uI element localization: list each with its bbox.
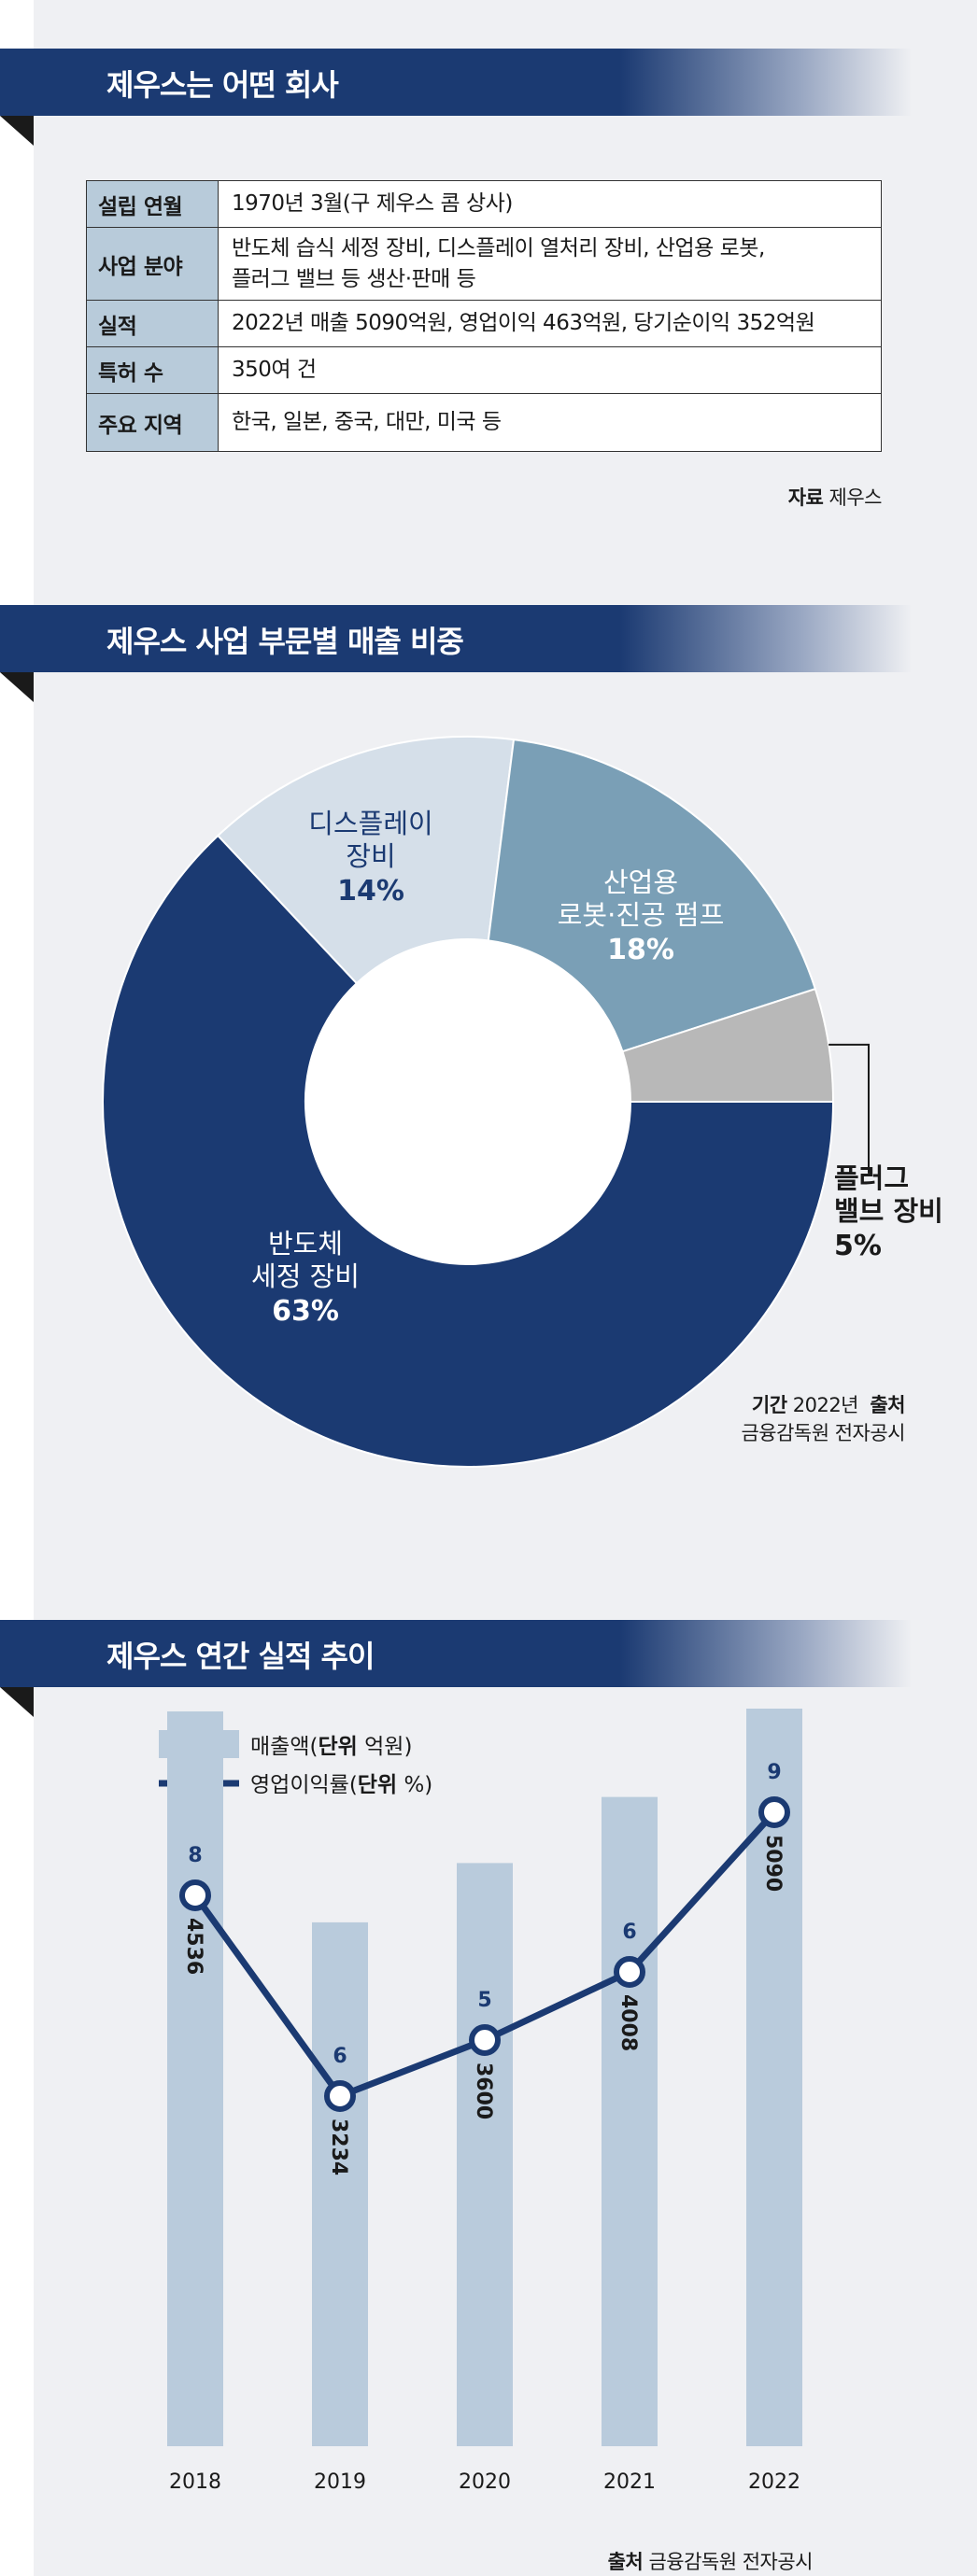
section-title-company: 제우스는 어떤 회사	[106, 67, 339, 103]
x-tick-label: 2019	[314, 2470, 366, 2494]
section-title-revenue-share: 제우스 사업 부문별 매출 비중	[106, 624, 464, 659]
slice-label-line: 세정 장비	[251, 1260, 360, 1292]
margin-point-2021	[614, 1956, 645, 1988]
period-label: 기간	[751, 1394, 787, 1416]
section-header-revenue-share: 제우스 사업 부문별 매출 비중	[0, 605, 912, 672]
plug-leader-line	[828, 1043, 870, 1174]
combo-source: 출처 금융감독원 전자공시	[607, 2547, 814, 2575]
margin-value-label: 5	[477, 1989, 491, 2012]
header-corner-fold	[0, 1687, 34, 1717]
table-value-line: 반도체 습식 세정 장비, 디스플레이 열처리 장비, 산업용 로봇,	[232, 235, 765, 260]
legend-bar-label: 매출액(단위 억원)	[250, 1735, 412, 1759]
table-row-value: 반도체 습식 세정 장비, 디스플레이 열처리 장비, 산업용 로봇, 플러그 밸…	[218, 227, 882, 301]
slice-label-line: 플러그	[834, 1162, 909, 1194]
x-tick-label: 2018	[169, 2470, 221, 2494]
source-label: 출처	[607, 2551, 644, 2573]
source-label: 출처	[870, 1394, 905, 1416]
slice-label-line: 반도체	[268, 1228, 343, 1260]
table-row-key: 설립 연월	[86, 180, 219, 228]
margin-value-label: 6	[333, 2045, 347, 2068]
table-row-key: 특허 수	[86, 346, 219, 394]
bars-revenue	[167, 1709, 802, 2446]
table-row: 사업 분야 반도체 습식 세정 장비, 디스플레이 열처리 장비, 산업용 로봇,…	[86, 227, 882, 301]
revenue-value-label: 4008	[616, 1994, 640, 2051]
annual-results-combo-chart: 매출액(단위 억원) 영업이익률(단위 %) 8 4536 2018 6 3234 201…	[159, 1709, 802, 2494]
slice-percent-label: 14%	[337, 875, 404, 908]
table-row-key: 실적	[86, 300, 219, 347]
revenue-value-label: 4536	[182, 1918, 205, 1975]
section-title-annual-results: 제우스 연간 실적 추이	[106, 1639, 375, 1674]
margin-point-2022	[758, 1796, 790, 1828]
x-tick-label: 2020	[459, 2470, 511, 2494]
table-row: 설립 연월 1970년 3월(구 제우스 콤 상사)	[86, 180, 882, 228]
margin-value-label: 6	[622, 1921, 636, 1944]
section-header-company: 제우스는 어떤 회사	[0, 49, 912, 116]
margin-point-2020	[469, 2024, 501, 2056]
revenue-value-label: 5090	[761, 1835, 785, 1892]
source-label: 자료	[787, 486, 824, 509]
revenue-value-label: 3234	[327, 2119, 350, 2175]
slice-percent-label: 63%	[272, 1295, 339, 1328]
revenue-value-label: 3600	[472, 2062, 495, 2119]
bar-revenue-2018	[167, 1711, 223, 2446]
table-row-value: 1970년 3월(구 제우스 콤 상사)	[218, 180, 882, 228]
table-source: 자료 제우스	[787, 483, 883, 511]
x-tick-label: 2022	[748, 2470, 800, 2494]
table-value-line: 1970년 3월(구 제우스 콤 상사)	[232, 191, 513, 216]
table-row-value: 2022년 매출 5090억원, 영업이익 463억원, 당기순이익 352억원	[218, 300, 882, 347]
slice-label-line: 디스플레이	[308, 808, 432, 839]
table-row-key: 주요 지역	[86, 393, 219, 452]
slice-label-line: 산업용	[603, 866, 678, 898]
period-value: 2022년	[792, 1394, 859, 1416]
table-value-line: 350여 건	[232, 358, 317, 382]
section-header-annual-results: 제우스 연간 실적 추이	[0, 1620, 912, 1687]
table-value-line: 2022년 매출 5090억원, 영업이익 463억원, 당기순이익 352억원	[232, 311, 815, 335]
table-row: 실적 2022년 매출 5090억원, 영업이익 463억원, 당기순이익 352…	[86, 300, 882, 347]
table-row: 특허 수 350여 건	[86, 346, 882, 394]
slice-label-line: 로봇·진공 펌프	[558, 899, 725, 931]
table-row: 주요 지역 한국, 일본, 중국, 대만, 미국 등	[86, 393, 882, 452]
source-text: 제우스	[828, 486, 883, 509]
source-text: 금융감독원 전자공시	[741, 1422, 905, 1444]
table-value-line: 한국, 일본, 중국, 대만, 미국 등	[232, 410, 502, 434]
header-corner-fold	[0, 672, 34, 702]
legend-line-label: 영업이익률(단위 %)	[250, 1773, 432, 1797]
donut-hole	[305, 939, 630, 1264]
bar-revenue-2020	[457, 1863, 513, 2446]
slice-label-line: 밸브 장비	[834, 1195, 943, 1227]
table-row-value: 350여 건	[218, 346, 882, 394]
chart-legend: 매출액(단위 억원) 영업이익률(단위 %)	[159, 1730, 432, 1797]
slice-percent-label: 18%	[607, 934, 674, 966]
margin-value-label: 9	[767, 1761, 781, 1784]
table-row-value: 한국, 일본, 중국, 대만, 미국 등	[218, 393, 882, 452]
donut-source: 기간 2022년 출처 금융감독원 전자공시	[741, 1391, 905, 1447]
table-row-key: 사업 분야	[86, 227, 219, 301]
company-info-table: 설립 연월 1970년 3월(구 제우스 콤 상사) 사업 분야 반도체 습식 세정 …	[86, 180, 882, 452]
source-text: 금융감독원 전자공시	[648, 2551, 813, 2573]
left-margin-strip	[0, 0, 34, 2576]
margin-point-2018	[179, 1879, 211, 1911]
x-tick-label: 2021	[603, 2470, 656, 2494]
margin-point-2019	[324, 2080, 356, 2112]
bar-revenue-2019	[312, 1921, 368, 2446]
table-value-line: 플러그 밸브 등 생산·판매 등	[232, 266, 476, 291]
margin-value-label: 8	[188, 1844, 202, 1867]
header-corner-fold	[0, 116, 34, 146]
slice-label-line: 장비	[346, 840, 395, 872]
slice-percent-label: 5%	[834, 1230, 882, 1262]
bar-revenue-2021	[602, 1796, 658, 2446]
